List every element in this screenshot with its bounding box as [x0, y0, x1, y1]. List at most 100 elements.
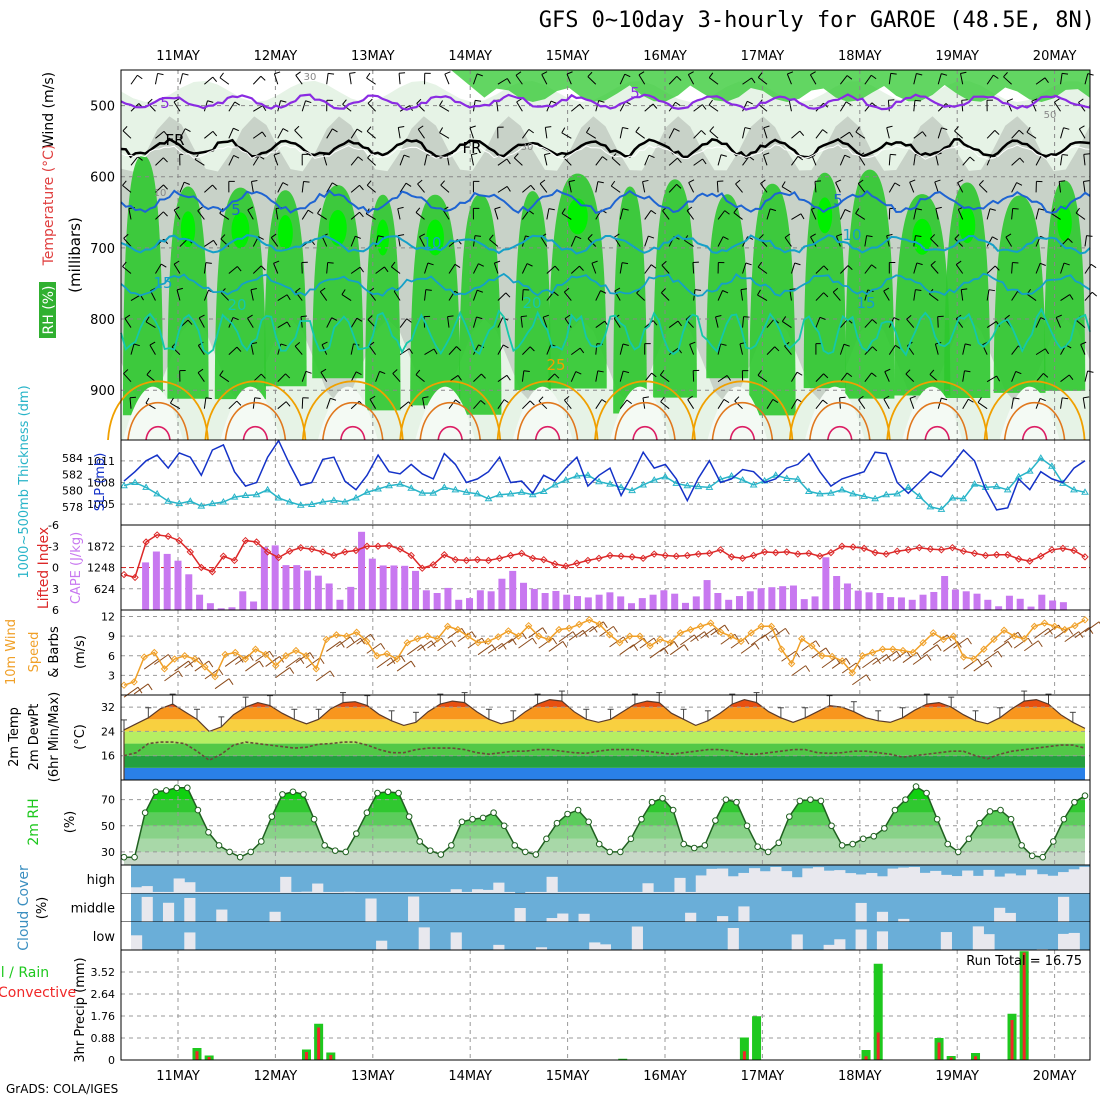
wind-barb-flag: [349, 71, 356, 74]
thickness-tick-label: 584: [62, 452, 83, 465]
lifted-index-line-point: [970, 549, 979, 558]
wind-speed-line-point: [150, 648, 159, 657]
wind-barb: [709, 130, 719, 139]
cloud-fraction-bar: [940, 932, 952, 950]
surface-wind-barb: [366, 642, 382, 654]
surface-wind-barb-flag: [784, 628, 790, 635]
wind-barb-flag: [213, 240, 218, 246]
wind-barb-flag: [689, 341, 696, 345]
wind-barb-flag: [694, 289, 701, 291]
rh-line-point: [448, 842, 455, 849]
wind-barb: [668, 320, 679, 328]
wind-barb-flag: [137, 74, 143, 80]
wind-barb: [301, 397, 304, 409]
lifted-index-line-point: [661, 551, 669, 560]
cape-bar: [206, 603, 214, 610]
surface-wind-barb: [680, 634, 695, 646]
ylabel-rh: RH (%): [41, 286, 57, 335]
wind-barb: [122, 266, 132, 274]
rh-line-point: [289, 788, 297, 796]
cape-bar: [379, 565, 387, 610]
wind-speed-line-point: [454, 625, 462, 634]
wind-barb: [668, 183, 678, 193]
wind-barb: [692, 262, 695, 274]
cape-bar: [735, 596, 743, 610]
cloud-fraction-bar: [162, 902, 175, 922]
wind-barb: [986, 208, 991, 220]
thickness-line-point: [164, 497, 173, 504]
wind-barb-flag: [123, 233, 129, 239]
cape-bar: [271, 545, 279, 610]
lifted-index-line-point: [595, 554, 603, 562]
wind-barb-flag: [915, 235, 922, 238]
wind-barb-flag: [328, 72, 335, 75]
cloud-fraction-bar: [493, 944, 505, 950]
wind-barb: [595, 343, 598, 355]
wind-barb: [129, 397, 132, 409]
cloud-fraction-bar: [876, 911, 889, 922]
ylabel-lifted-index: Lifted Index: [36, 527, 52, 609]
rh-tower: [365, 194, 401, 411]
wind-barb: [422, 397, 426, 409]
surface-wind-barb-flag: [178, 670, 183, 678]
cloud-fraction-bar: [162, 891, 175, 894]
temp-2m-panel: [121, 690, 1090, 780]
wind-speed-line-point: [352, 628, 361, 636]
wind-barb-flag: [282, 128, 289, 132]
surface-wind-barb: [417, 640, 432, 652]
wind-barb: [760, 183, 768, 193]
wind-barb-flag: [675, 101, 681, 107]
wind-barb: [977, 402, 988, 410]
wind-barb: [277, 321, 288, 329]
wind-barb-flag: [455, 399, 461, 404]
wind-barb: [636, 292, 646, 301]
contour-label: 50: [1044, 110, 1057, 121]
wind-barb: [717, 343, 722, 355]
surface-wind-barb-flag: [623, 636, 628, 644]
wind-barb-flag: [320, 368, 327, 373]
wind-barb-flag: [748, 156, 755, 161]
wind-speed-line-point: [524, 621, 533, 630]
wind-barb: [758, 103, 768, 112]
thickness-line-point: [451, 485, 460, 493]
rh-line-point: [912, 783, 920, 790]
wind-barb: [155, 130, 165, 139]
wind-barb-flag: [528, 210, 535, 215]
wind-barb-flag: [1080, 341, 1087, 345]
thickness-line-point: [705, 483, 714, 490]
lifted-index-line-point: [341, 548, 349, 556]
wind-barb: [228, 155, 235, 166]
rh-2m-panel: [120, 780, 1090, 865]
wind-barb-flag: [494, 260, 501, 264]
wind-speed-line-point: [332, 631, 341, 639]
wind-barb: [538, 400, 548, 410]
wind-barb: [763, 154, 768, 166]
wind-speed-line-point: [272, 661, 280, 670]
surface-wind-barb: [578, 625, 594, 637]
wind-barb-flag: [366, 72, 371, 79]
wind-barb-flag: [285, 373, 291, 379]
wind-barb-flag: [305, 370, 312, 374]
cape-bar: [1016, 598, 1024, 610]
slp-tick-label: 1011: [87, 455, 115, 468]
rh-line-point: [807, 796, 814, 803]
wind-barb: [888, 73, 892, 85]
surface-wind-barb: [659, 641, 675, 652]
surface-wind-barb: [315, 670, 331, 682]
wind-barb: [1084, 291, 1093, 301]
wind-barb: [326, 128, 333, 139]
rh-line-point: [131, 853, 138, 861]
surface-wind-barb: [1084, 621, 1100, 633]
wind-barb: [497, 344, 504, 355]
cloud-fraction-bar: [812, 867, 825, 894]
wind-barb: [472, 290, 478, 301]
wind-barb: [424, 289, 427, 301]
surface-wind-barb: [720, 633, 736, 645]
cloud-fraction-bar: [322, 891, 334, 894]
rh-line-point: [669, 806, 677, 814]
wind-barb-flag: [254, 397, 261, 400]
pressure-tick-label: 600: [90, 171, 115, 186]
isotherm-35: [827, 425, 853, 441]
wind-barb: [1011, 208, 1014, 220]
rh-line-point: [585, 818, 592, 826]
